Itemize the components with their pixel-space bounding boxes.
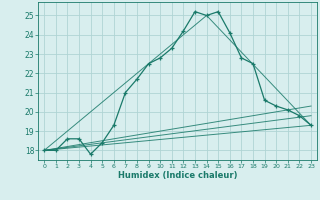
X-axis label: Humidex (Indice chaleur): Humidex (Indice chaleur): [118, 171, 237, 180]
